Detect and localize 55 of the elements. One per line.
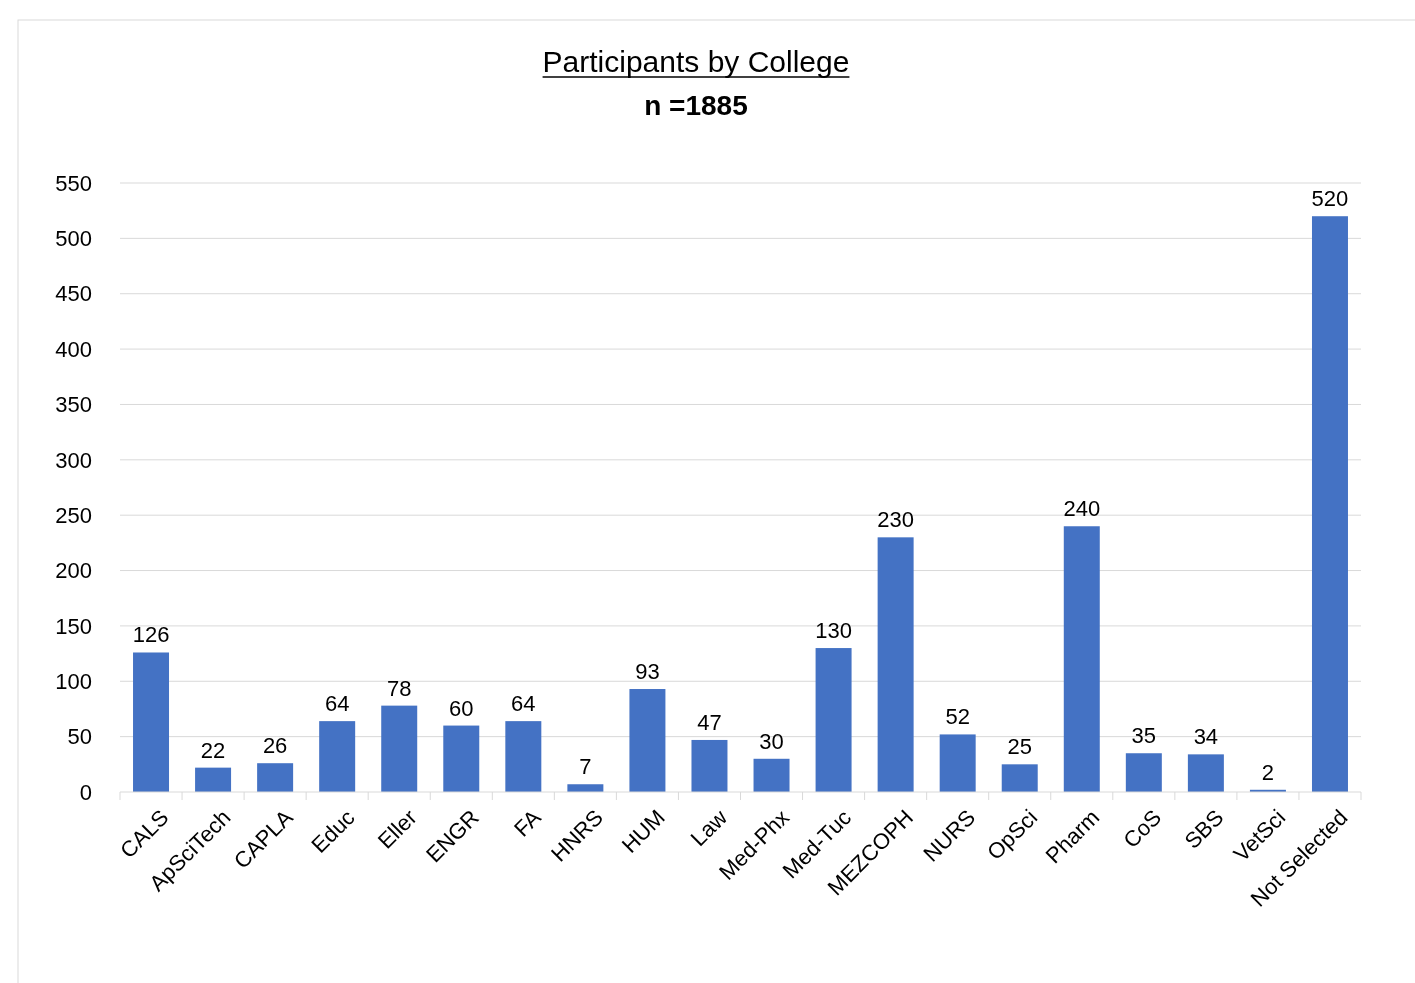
data-label: 64 (324, 691, 350, 717)
y-tick-label: 250 (55, 502, 92, 528)
y-tick-label: 0 (79, 779, 92, 805)
data-label: 240 (1063, 496, 1101, 522)
data-label: 47 (697, 709, 722, 735)
bar (691, 739, 728, 792)
bar (877, 537, 914, 792)
data-label: 93 (635, 659, 660, 685)
data-label: 78 (386, 675, 412, 701)
bar (195, 767, 232, 792)
data-label: 60 (449, 695, 474, 721)
y-tick-label: 200 (55, 558, 92, 584)
y-tick-label: 550 (55, 170, 92, 196)
bar (381, 705, 418, 792)
data-label: 34 (1193, 724, 1219, 750)
bar (1187, 754, 1224, 792)
data-label: 22 (200, 737, 226, 763)
y-tick-label: 400 (55, 336, 92, 362)
y-tick-label: 350 (55, 392, 92, 418)
y-tick-label: 450 (55, 281, 92, 307)
bar (1311, 216, 1348, 792)
data-label: 64 (511, 691, 536, 717)
bar (1001, 764, 1038, 792)
data-label: 520 (1311, 186, 1349, 212)
bar (133, 652, 170, 792)
bar (257, 763, 294, 792)
bar (319, 721, 356, 792)
bar (1063, 526, 1100, 792)
y-tick-label: 50 (67, 724, 92, 750)
bar (505, 721, 542, 792)
data-label: 35 (1131, 723, 1157, 749)
data-label: 52 (945, 704, 970, 730)
data-label: 230 (877, 507, 914, 533)
bar (443, 725, 480, 792)
y-tick-label: 100 (55, 668, 92, 694)
bar (1125, 753, 1162, 792)
data-label: 126 (132, 622, 170, 648)
bar (753, 758, 790, 792)
x-tick-label: FA (509, 804, 546, 842)
bar (815, 648, 852, 792)
chart-title: Participants by College (542, 45, 850, 78)
y-tick-label: 500 (55, 226, 92, 252)
chart-subtitle: n =1885 (644, 90, 748, 121)
bar (629, 689, 666, 792)
bar (939, 734, 976, 792)
data-label: 7 (579, 754, 592, 780)
data-label: 130 (815, 618, 852, 644)
data-label: 30 (759, 728, 784, 754)
data-label: 25 (1007, 734, 1032, 760)
y-tick-label: 150 (55, 613, 92, 639)
y-tick-label: 300 (55, 447, 92, 473)
data-label: 26 (262, 733, 288, 759)
bar (567, 784, 604, 792)
x-tick-label: CoS (1118, 804, 1167, 853)
data-label: 2 (1261, 759, 1275, 785)
